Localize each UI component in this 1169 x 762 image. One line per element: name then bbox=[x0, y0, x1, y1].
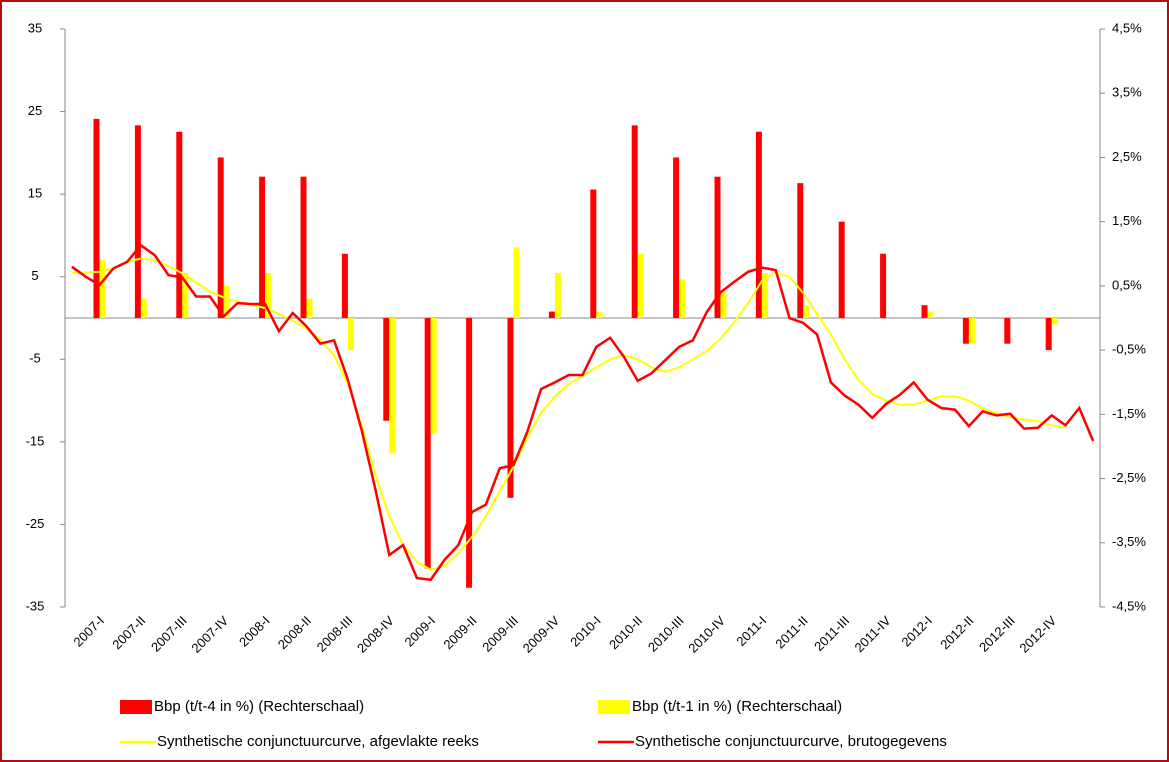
y-tick-label: -25 bbox=[26, 516, 45, 531]
y2-tick-label: -1,5% bbox=[1112, 406, 1146, 421]
bar bbox=[838, 221, 845, 318]
bar bbox=[424, 318, 431, 569]
bar bbox=[673, 157, 680, 318]
bar bbox=[548, 311, 555, 318]
y-tick-label: 15 bbox=[28, 186, 42, 201]
legend-label: Synthetische conjunctuurcurve, afgevlakt… bbox=[157, 733, 479, 750]
y2-tick-label: -4,5% bbox=[1112, 598, 1146, 613]
bar bbox=[1051, 318, 1058, 325]
bar bbox=[507, 318, 514, 498]
bar bbox=[265, 273, 272, 318]
bar bbox=[554, 273, 561, 318]
bar bbox=[761, 273, 768, 318]
y-tick-label: -15 bbox=[26, 433, 45, 448]
bar bbox=[300, 176, 307, 318]
bar bbox=[679, 279, 686, 318]
legend-swatch bbox=[120, 700, 152, 714]
legend-label: Synthetische conjunctuurcurve, brutogege… bbox=[635, 733, 947, 750]
line bbox=[71, 257, 1066, 571]
y2-tick-label: 0,5% bbox=[1112, 277, 1142, 292]
bar bbox=[968, 318, 975, 344]
bar bbox=[962, 318, 969, 344]
y-tick-label: 25 bbox=[28, 103, 42, 118]
y2-tick-label: 4,5% bbox=[1112, 20, 1142, 35]
bar bbox=[223, 285, 230, 318]
y2-tick-label: -0,5% bbox=[1112, 342, 1146, 357]
bar bbox=[99, 260, 106, 318]
y2-tick-label: 2,5% bbox=[1112, 149, 1142, 164]
bar bbox=[430, 318, 437, 434]
y-tick-label: 35 bbox=[28, 20, 42, 35]
y-tick-label: 5 bbox=[31, 268, 38, 283]
bar bbox=[631, 125, 638, 318]
bar bbox=[637, 253, 644, 318]
bar bbox=[383, 318, 390, 421]
bar bbox=[134, 125, 141, 318]
bar bbox=[347, 318, 354, 351]
bar bbox=[259, 176, 266, 318]
bar bbox=[803, 305, 810, 318]
bar bbox=[182, 273, 189, 318]
bar bbox=[217, 157, 224, 318]
bar bbox=[880, 253, 887, 318]
bar bbox=[797, 183, 804, 318]
y2-tick-label: 3,5% bbox=[1112, 85, 1142, 100]
bar bbox=[714, 176, 721, 318]
legend-label: Bbp (t/t-1 in %) (Rechterschaal) bbox=[632, 698, 842, 715]
bar bbox=[1004, 318, 1011, 344]
bar bbox=[755, 131, 762, 318]
y-tick-label: -35 bbox=[26, 598, 45, 613]
bar bbox=[921, 305, 928, 318]
bar bbox=[306, 298, 313, 318]
bar bbox=[513, 247, 520, 318]
bar bbox=[140, 298, 147, 318]
bar bbox=[341, 253, 348, 318]
legend-label: Bbp (t/t-4 in %) (Rechterschaal) bbox=[154, 698, 364, 715]
y2-tick-label: 1,5% bbox=[1112, 213, 1142, 228]
y2-tick-label: -2,5% bbox=[1112, 470, 1146, 485]
line bbox=[71, 243, 1095, 582]
bar bbox=[590, 189, 597, 318]
bar bbox=[927, 311, 934, 318]
bar bbox=[389, 318, 396, 453]
bar bbox=[596, 311, 603, 318]
bar bbox=[93, 118, 100, 319]
y-tick-label: -5 bbox=[29, 351, 41, 366]
legend-swatch bbox=[598, 700, 630, 714]
y2-tick-label: -3,5% bbox=[1112, 534, 1146, 549]
bar bbox=[466, 318, 473, 588]
bar bbox=[176, 131, 183, 318]
bar bbox=[720, 292, 727, 318]
bar bbox=[1045, 318, 1052, 351]
